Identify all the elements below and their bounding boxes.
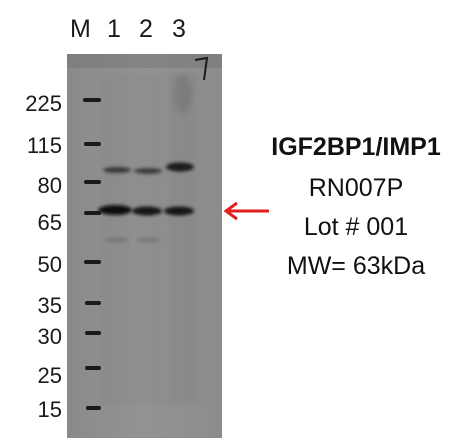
lane-header-2: 2	[139, 15, 153, 43]
red-arrow-icon	[223, 201, 269, 221]
lane-header-1: 1	[107, 15, 121, 43]
marker-band-15	[86, 406, 101, 410]
mw-label-50: 50	[37, 252, 62, 277]
mw-label-65: 65	[37, 210, 62, 235]
catalog-number: RN007P	[308, 174, 404, 202]
marker-band-115	[84, 142, 101, 146]
marker-band-80	[84, 180, 101, 184]
lane-3-smear	[167, 74, 197, 404]
lane-3-upper-band	[166, 162, 194, 172]
lane-3-main-band	[164, 206, 194, 216]
marker-band-35	[85, 301, 101, 305]
lane-1-main-band	[98, 205, 132, 215]
lane-1-faint-band	[105, 238, 129, 242]
lane-2-faint-band	[137, 238, 161, 242]
lane-2-upper-band	[134, 168, 162, 174]
mw-label-35: 35	[37, 293, 62, 318]
marker-band-25	[85, 366, 101, 370]
antibody-name: IGF2BP1/IMP1	[271, 133, 441, 161]
lane-1-upper-band	[103, 167, 131, 173]
lane-header-3: 3	[172, 15, 186, 43]
mw-label-80: 80	[37, 173, 62, 198]
marker-band-225	[83, 98, 101, 102]
molecular-weight: MW= 63kDa	[286, 252, 426, 280]
lane-header-marker: M	[70, 15, 91, 43]
mw-label-25: 25	[37, 363, 62, 388]
lane-3-high-smear	[174, 74, 192, 114]
mw-label-225: 225	[25, 91, 62, 116]
mw-label-30: 30	[37, 324, 62, 349]
pen-mark	[194, 56, 209, 81]
lot-number: Lot # 001	[303, 213, 409, 241]
lane-2-main-band	[132, 206, 162, 216]
marker-band-30	[85, 331, 101, 335]
mw-label-15: 15	[37, 397, 62, 422]
membrane-top-edge	[67, 54, 222, 68]
marker-band-50	[84, 260, 101, 264]
western-blot-membrane	[67, 54, 222, 438]
marker-band-65	[84, 211, 101, 215]
mw-label-115: 115	[26, 133, 62, 158]
